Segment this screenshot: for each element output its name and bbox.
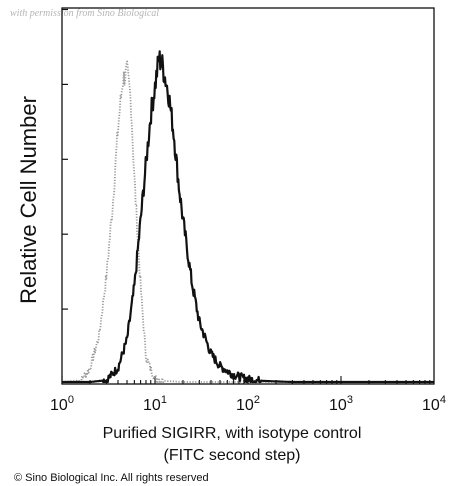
plot-frame [61, 7, 435, 385]
y-axis-label: Relative Cell Number [16, 96, 41, 304]
x-tick-label: 100 [50, 394, 74, 414]
x-tick-label: 102 [236, 394, 260, 414]
x-axis-label-line-2: (FITC second step) [164, 447, 301, 464]
sigirr-curve [61, 50, 435, 384]
x-tick-label: 104 [422, 394, 446, 414]
isotype-control-curve [61, 60, 435, 383]
x-axis-tick-labels: 100 101 102 103 104 [50, 394, 446, 414]
x-axis-label-line-1: Purified SIGIRR, with isotype control [103, 425, 362, 442]
series-layer [61, 50, 435, 384]
y-axis-ticks [62, 8, 68, 310]
x-tick-label: 103 [329, 394, 353, 414]
watermark-text: with permission from Sino Biological [10, 8, 159, 19]
copyright-text: © Sino Biological Inc. All rights reserv… [14, 472, 209, 484]
x-tick-label: 101 [143, 394, 167, 414]
